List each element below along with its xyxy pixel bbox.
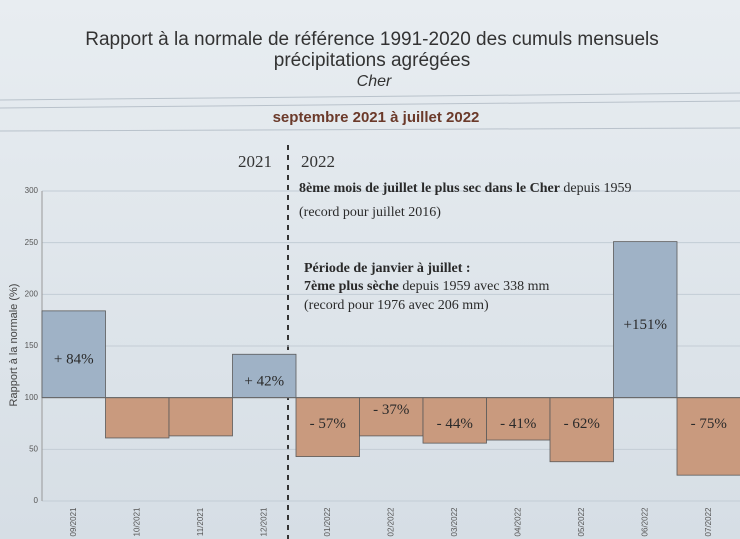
y-tick-label: 100 [25, 393, 39, 402]
x-tick-label: 02/2022 [386, 507, 395, 536]
value-label: - 41% [500, 416, 536, 432]
annotation: (record pour juillet 2016) [299, 205, 441, 220]
value-label: + 42% [244, 373, 284, 389]
annotation-text: (record pour 1976 avec 206 mm) [304, 298, 489, 313]
bar [676, 397, 740, 476]
value-label: - 44% [437, 416, 473, 432]
chart-title-line2: précipitations agrégées [274, 50, 470, 71]
chart-subtitle: Cher [357, 73, 392, 90]
value-label: - 57% [310, 416, 346, 432]
year-label: 2022 [301, 152, 335, 171]
annotation: (record pour 1976 avec 206 mm) [304, 298, 489, 313]
y-tick-label: 250 [25, 238, 39, 247]
x-tick-label: 05/2022 [577, 507, 586, 536]
value-label: - 75% [691, 416, 727, 432]
y-tick-label: 0 [34, 496, 39, 505]
bar [41, 310, 106, 399]
bar [295, 397, 360, 457]
bar [486, 397, 551, 441]
y-tick-label: 200 [25, 289, 39, 298]
x-tick-label: 03/2022 [450, 507, 459, 536]
x-tick-label: 12/2021 [259, 507, 268, 536]
bar [105, 397, 170, 439]
chart-title: Rapport à la normale de référence 1991-2… [85, 29, 659, 50]
value-label: - 62% [564, 416, 600, 432]
divider [0, 100, 740, 109]
bar [168, 397, 233, 437]
y-tick-label: 50 [29, 444, 38, 453]
x-tick-label: 10/2021 [132, 507, 141, 536]
x-tick-label: 06/2022 [640, 507, 649, 536]
value-label: +151% [624, 317, 667, 333]
y-tick-label: 150 [25, 341, 39, 350]
x-tick-label: 07/2022 [704, 507, 713, 536]
annotation: Période de janvier à juillet : [304, 261, 471, 276]
bar [549, 397, 614, 463]
y-axis-label: Rapport à la normale (%) [8, 284, 20, 407]
annotation-text: depuis 1959 [560, 181, 632, 196]
annotation-bold: 8ème mois de juillet le plus sec dans le… [299, 181, 560, 196]
x-tick-label: 11/2021 [196, 507, 205, 536]
year-label: 2021 [238, 152, 272, 171]
x-tick-label: 04/2022 [513, 507, 522, 536]
annotation-bold: 7ème plus sèche [304, 279, 399, 294]
annotation-bold: Période de janvier à juillet : [304, 261, 471, 276]
annotation-text: (record pour juillet 2016) [299, 205, 441, 220]
annotation: 7ème plus sèche depuis 1959 avec 338 mm [304, 279, 549, 294]
annotation: 8ème mois de juillet le plus sec dans le… [299, 181, 631, 196]
annotation-text: depuis 1959 avec 338 mm [399, 279, 550, 294]
value-label: + 84% [54, 352, 94, 368]
x-tick-label: 01/2022 [323, 507, 332, 536]
value-label: - 37% [373, 402, 409, 418]
divider [0, 127, 740, 132]
period-label: septembre 2021 à juillet 2022 [273, 109, 480, 126]
bar [232, 353, 297, 399]
bar [613, 241, 678, 399]
divider [0, 92, 740, 101]
x-tick-label: 09/2021 [69, 507, 78, 536]
y-tick-label: 300 [25, 186, 39, 195]
